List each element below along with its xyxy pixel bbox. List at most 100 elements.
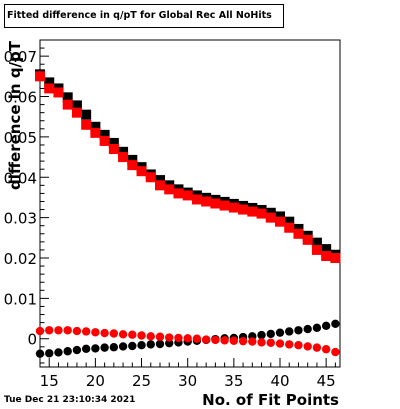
data-point-square [108,144,119,154]
data-point-circle [109,329,119,338]
data-point-circle [45,349,54,358]
data-point-circle [91,344,100,353]
data-point-square [71,107,82,118]
data-point-square [81,119,92,130]
data-point-circle [321,321,331,331]
data-point-circle [81,327,91,336]
data-point-circle [257,330,266,340]
data-point-circle [165,333,174,342]
data-point-circle [91,328,100,337]
data-point-square [321,250,332,261]
data-point-square [330,253,341,263]
data-point-circle [303,324,312,334]
data-point-circle [331,319,340,329]
data-point-square [35,71,45,82]
data-point-square [71,100,82,111]
data-point-circle [275,328,285,337]
data-point-square [127,160,138,171]
data-point-circle [137,331,146,340]
data-point-square [321,244,332,255]
data-point-circle [63,347,72,356]
data-point-square [284,216,295,227]
data-point-square [44,77,55,88]
y-axis-label: difference in q/pT [6,40,24,190]
data-point-square [284,222,295,233]
data-point-square [191,194,202,205]
data-point-square [219,200,230,211]
data-point-square [90,127,101,138]
data-point-circle [118,330,128,339]
data-point-circle [285,340,294,349]
data-point-square [99,135,110,146]
data-point-circle [275,339,285,348]
data-point-square [228,202,239,213]
data-point-circle [174,333,183,343]
data-point-circle [257,338,266,347]
data-point-square [201,196,212,207]
data-point-circle [211,335,220,345]
data-point-square [155,180,165,191]
y-tick-label: 0.05 [4,129,37,147]
y-tick-label: 0.07 [4,48,37,66]
data-point-circle [294,341,303,350]
data-point-square [275,216,285,227]
plot-frame-rect [39,39,341,368]
data-point-square [311,237,322,248]
data-point-circle [248,337,257,346]
data-point-circle [63,326,72,335]
timestamp: Tue Dec 21 23:10:34 2021 [4,395,136,405]
x-axis-label: No. of Fit Points [202,391,339,409]
data-point-circle [155,339,165,349]
data-point-circle [331,347,340,357]
data-point-circle [220,336,229,345]
data-point-circle [100,328,109,338]
x-tick-label: 15 [40,372,59,390]
data-point-square [118,152,129,163]
data-point-square [256,208,267,219]
y-tick-label: 0.06 [4,89,37,107]
data-point-square [238,204,249,215]
data-point-circle [266,329,275,339]
data-point-square [90,121,101,132]
data-point-circle [192,334,202,343]
data-point-circle [137,341,146,350]
data-point-square [164,184,175,195]
data-point-circle [118,342,128,351]
data-marks [35,69,341,358]
x-tick-label: 30 [178,372,197,390]
data-point-square [81,109,92,120]
data-point-square [118,146,129,157]
data-point-square [173,188,184,199]
data-point-circle [321,345,331,354]
data-point-square [247,206,258,217]
data-point-circle [303,342,312,351]
data-point-circle [100,343,109,352]
y-tick-label: 0.03 [4,210,37,228]
data-point-square [311,244,322,255]
data-point-square [62,92,73,103]
y-tick-label: 0.02 [4,250,37,268]
data-point-square [293,228,304,239]
x-tick-label: 45 [317,372,336,390]
data-point-square [302,234,313,245]
data-point-square [44,83,55,94]
tick-labels: 15 20 25 30 35 40 45 0 0.01 0.02 0.03 0.04 0.05 0.06 0… [4,48,336,390]
data-point-square [62,99,73,110]
data-point-circle [128,341,137,351]
data-point-circle [54,348,63,357]
data-point-circle [294,326,303,335]
data-point-circle [201,335,211,344]
data-point-square [127,154,138,165]
y-tick-label: 0.04 [4,169,37,187]
data-point-circle [146,332,155,341]
data-point-square [210,198,221,209]
data-point-circle [183,334,192,343]
data-point-circle [266,338,275,347]
data-point-circle [155,332,165,341]
data-point-circle [128,330,137,339]
x-tick-label: 20 [86,372,105,390]
data-point-circle [229,336,239,345]
series-3 [35,326,340,357]
data-point-circle [81,344,91,354]
